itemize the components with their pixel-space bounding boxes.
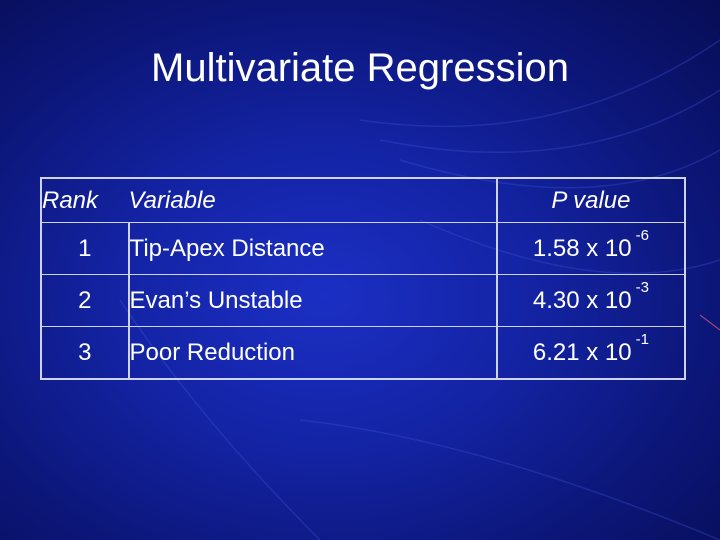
- header-p-value: P value: [496, 178, 685, 223]
- p-value-exponent: -3: [635, 278, 649, 296]
- variable-cell: Poor Reduction: [128, 326, 498, 380]
- table-row: 1 Tip-Apex Distance 1.58 x 10 -6: [41, 222, 685, 275]
- table-row: 3 Poor Reduction 6.21 x 10 -1: [41, 326, 685, 380]
- header-variable: Variable: [128, 178, 498, 223]
- p-value-mantissa: 4.30 x 10: [532, 286, 632, 314]
- p-value-cell: 1.58 x 10 -6: [496, 222, 685, 275]
- p-value-cell: 6.21 x 10 -1: [496, 326, 685, 380]
- p-value-mantissa: 6.21 x 10: [532, 338, 632, 366]
- rank-cell: 2: [41, 274, 130, 327]
- variable-cell: Tip-Apex Distance: [128, 222, 498, 275]
- header-rank: Rank: [41, 178, 129, 223]
- p-value-mantissa: 1.58 x 10: [532, 234, 632, 262]
- p-value-cell: 4.30 x 10 -3: [496, 274, 685, 327]
- rank-cell: 3: [41, 326, 130, 380]
- table-header-row: Rank Variable P value: [41, 178, 685, 223]
- slide-title: Multivariate Regression: [151, 46, 569, 90]
- variable-cell: Evan’s Unstable: [128, 274, 498, 327]
- regression-results-table: Rank Variable P value 1 Tip-Apex Distanc…: [40, 177, 686, 380]
- rank-cell: 1: [41, 222, 130, 275]
- table-row: 2 Evan’s Unstable 4.30 x 10 -3: [41, 274, 685, 327]
- p-value-exponent: -6: [635, 226, 649, 244]
- p-value-exponent: -1: [635, 330, 649, 348]
